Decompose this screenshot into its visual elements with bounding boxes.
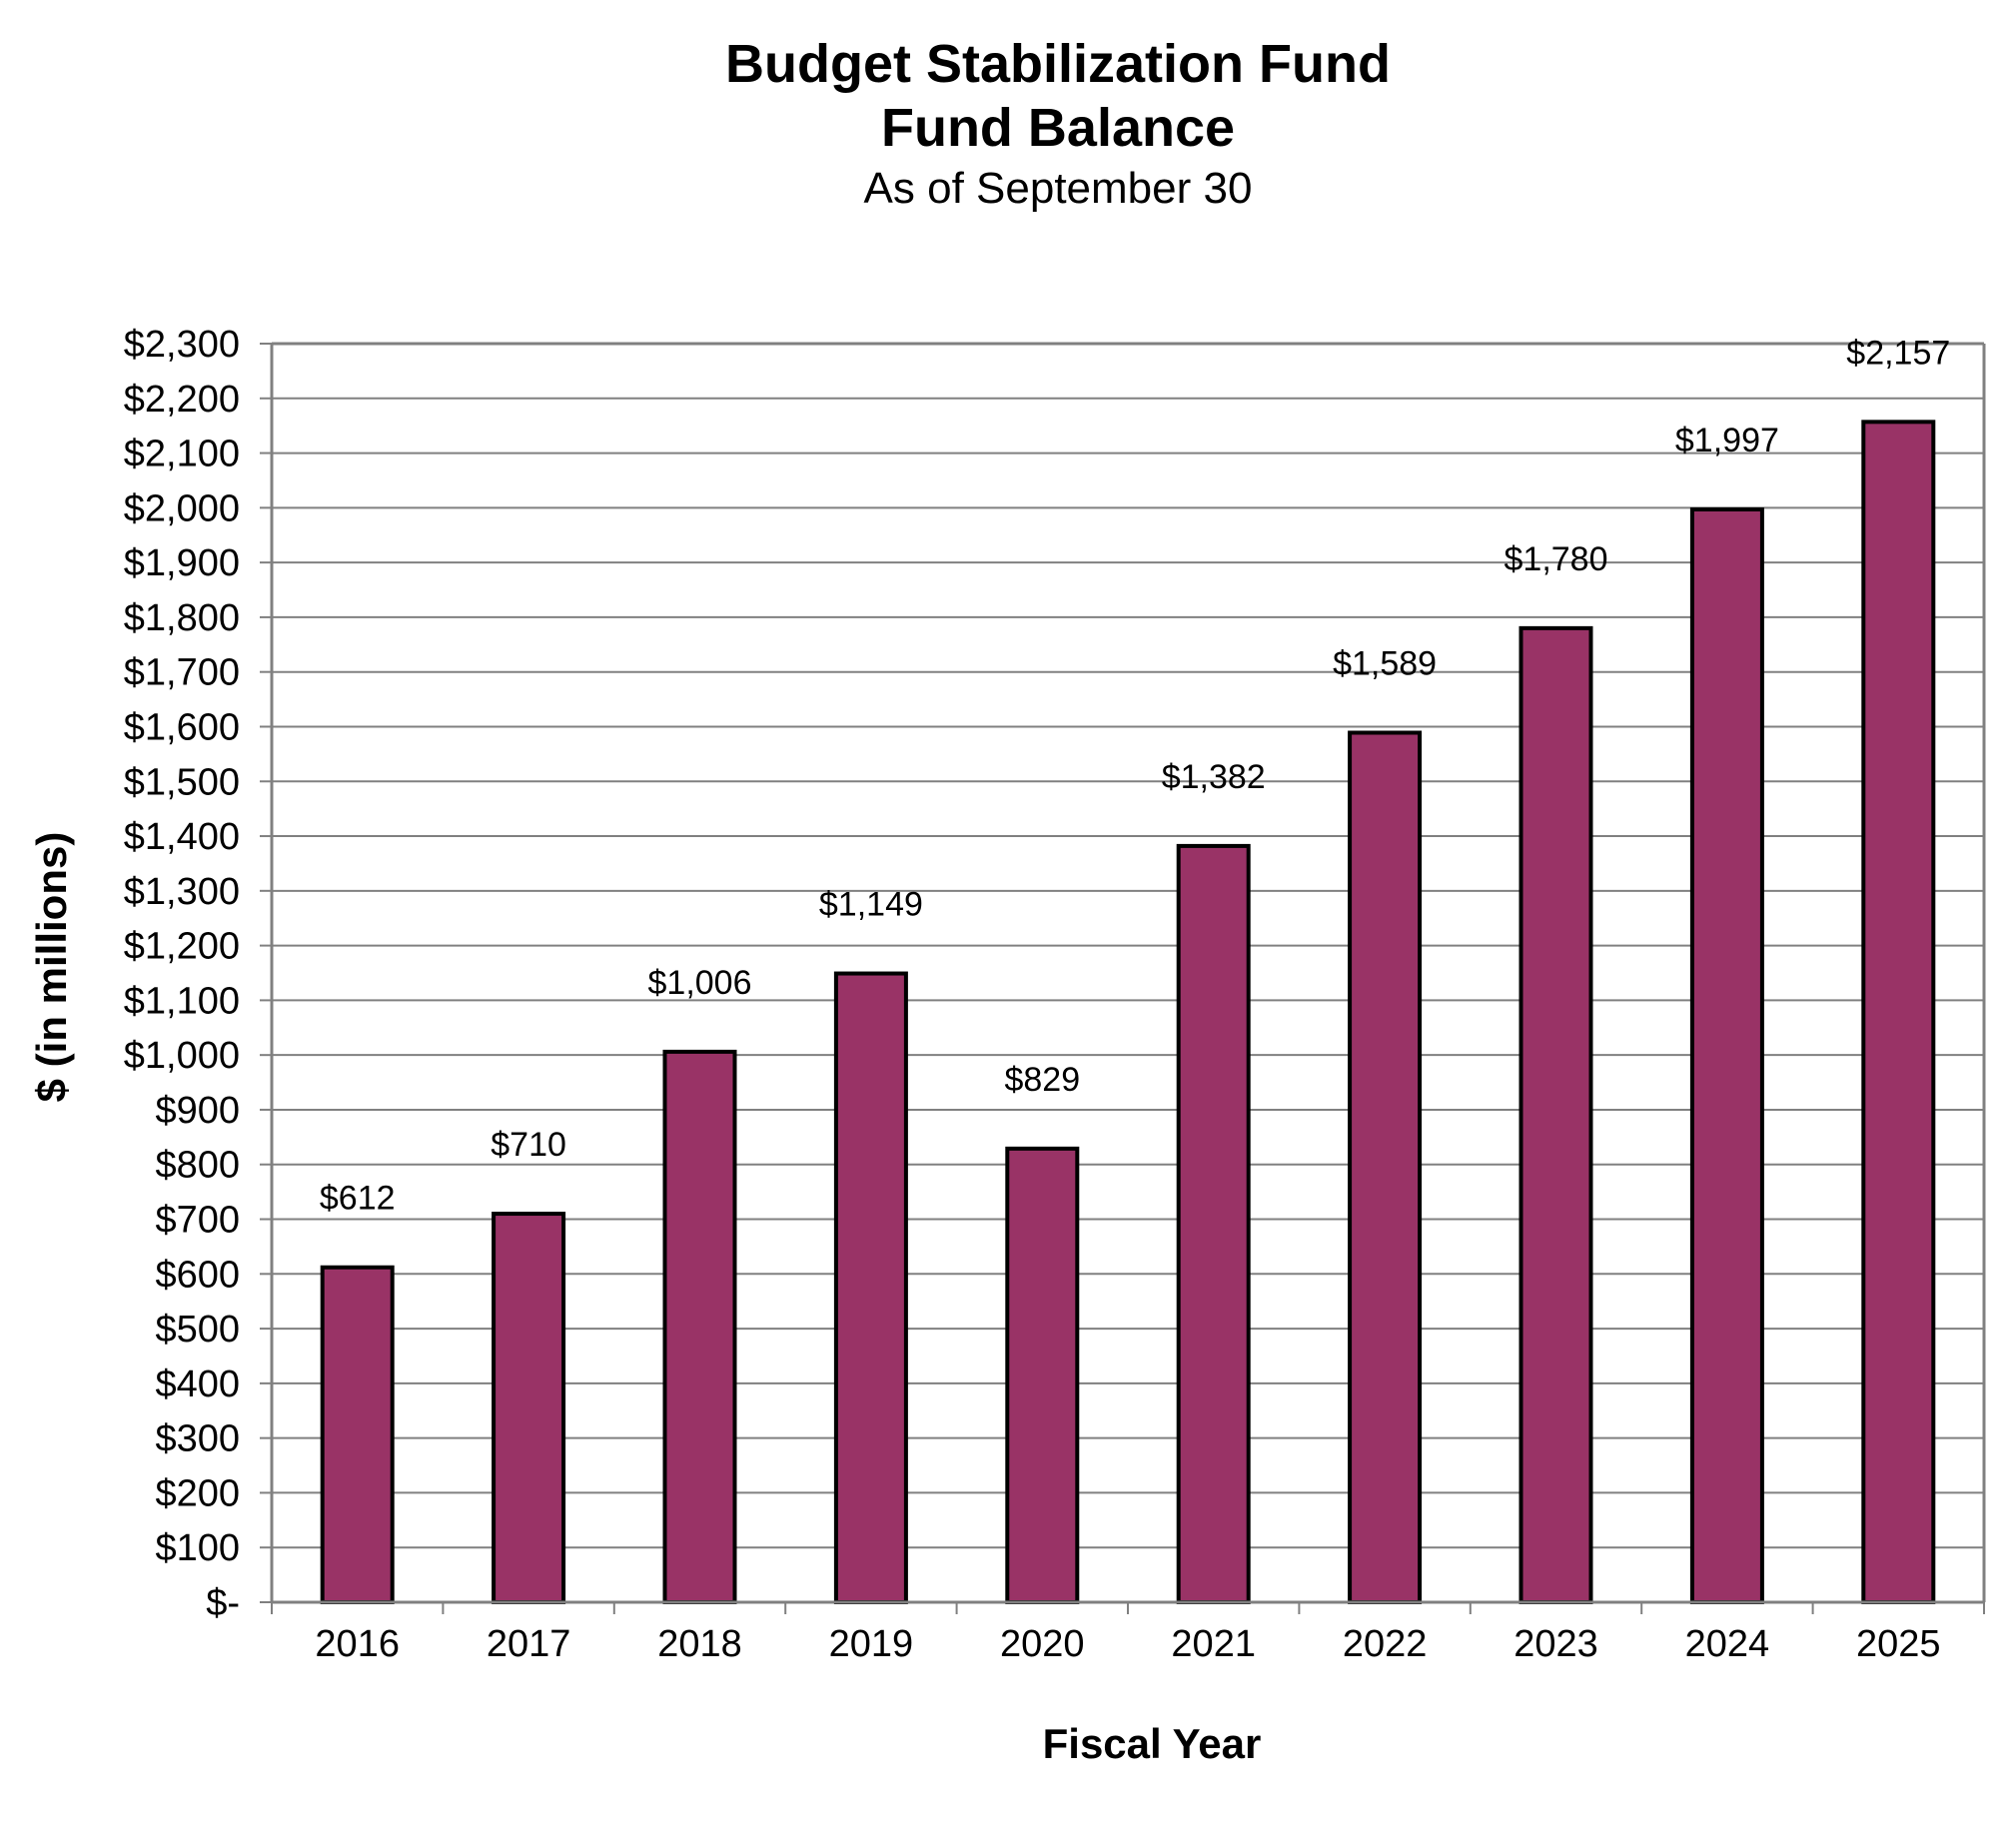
y-tick-label: $1,800 [124,597,240,639]
x-tick-label: 2022 [1343,1623,1428,1665]
y-tick-label: $2,100 [124,434,240,475]
y-tick-label: $2,300 [124,324,240,366]
bar-2023 [1518,625,1593,1604]
y-tick-label: $1,300 [124,871,240,913]
bar-2016 [320,1265,395,1605]
y-tick-label: $1,100 [124,980,240,1022]
x-tick-label: 2020 [1000,1623,1085,1665]
y-tick-label: $2,200 [124,379,240,421]
y-tick-label: $1,600 [124,706,240,748]
bar-2019 [833,971,908,1604]
y-tick-label: $1,000 [124,1035,240,1077]
y-tick-label: $1,200 [124,926,240,968]
x-tick-label: 2019 [829,1623,914,1665]
data-label: $829 [1004,1061,1080,1099]
bar-2020 [1005,1146,1080,1604]
bar-2018 [662,1049,737,1604]
y-tick-label: $200 [155,1472,240,1514]
x-tick-label: 2016 [315,1623,400,1665]
chart-title: Budget Stabilization Fund [725,34,1391,94]
x-tick-label: 2023 [1513,1623,1598,1665]
data-label: $1,780 [1505,540,1608,578]
axes [260,342,1986,1614]
x-tick-label: 2025 [1856,1623,1941,1665]
bar-2024 [1689,506,1764,1604]
data-label: $1,382 [1162,758,1266,796]
data-label: $2,157 [1846,334,1950,372]
bar-2025 [1861,420,1936,1605]
x-tick-label: 2024 [1685,1623,1770,1665]
y-tick-label: $2,000 [124,487,240,529]
x-axis-title: Fiscal Year [1043,1720,1262,1767]
y-tick-label: $500 [155,1309,240,1351]
y-tick-label: $600 [155,1254,240,1296]
y-tick-label: $1,700 [124,652,240,694]
y-axis-title: $ (in millions) [28,832,75,1103]
y-tick-label: $700 [155,1200,240,1242]
y-tick-label: $1,400 [124,816,240,858]
x-tick-label: 2017 [487,1623,571,1665]
y-tick-label: $1,500 [124,761,240,803]
x-tick-label: 2021 [1171,1623,1256,1665]
y-tick-label: $400 [155,1364,240,1405]
y-axis-tick-labels: $- $100 $200 $300 $400 $500 $600 $700 $800 $900 $1… [124,324,240,1624]
data-label: $710 [491,1126,566,1164]
y-tick-label: $300 [155,1418,240,1460]
bars [320,420,1936,1605]
x-tick-label: 2018 [657,1623,742,1665]
data-label: $1,997 [1675,422,1779,459]
data-label: $1,149 [819,886,923,924]
bar-2017 [492,1212,566,1604]
bar-2022 [1348,730,1423,1604]
data-label: $612 [320,1180,396,1218]
chart-title-line2: Fund Balance [881,98,1235,158]
y-tick-label: $100 [155,1527,240,1569]
y-tick-label: $- [206,1582,240,1624]
data-label: $1,006 [648,964,752,1002]
x-axis-tick-labels: 2016 2017 2018 2019 2020 2021 2022 2023 2024 2025 [315,1623,1940,1665]
data-labels: $612 $710 $1,006 $1,149 $829 $1,382 $1,589 $1,7… [320,334,1950,1217]
y-tick-label: $1,900 [124,542,240,584]
bar-2021 [1176,843,1251,1604]
y-tick-label: $900 [155,1090,240,1132]
y-tick-label: $800 [155,1145,240,1187]
data-label: $1,589 [1333,645,1437,683]
chart-subtitle: As of September 30 [864,164,1253,213]
